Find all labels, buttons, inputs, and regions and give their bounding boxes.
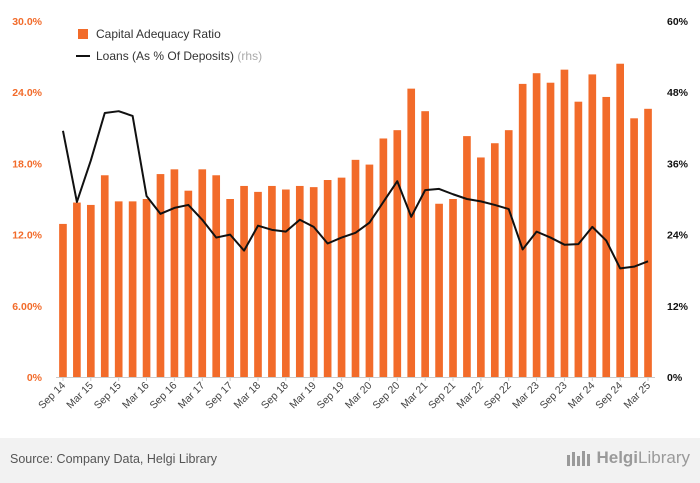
bar-22 (351, 159, 360, 377)
bar-35 (532, 73, 541, 378)
y-right-tick-label: 24% (667, 230, 689, 242)
bar-29 (449, 199, 457, 377)
brand-logo: HelgiLibrary (566, 448, 690, 468)
library-icon (567, 451, 591, 466)
footer: Source: Company Data, Helgi Library Helg… (0, 438, 700, 483)
legend-line-name: Loans (As % Of Deposits) (96, 49, 234, 63)
legend: Capital Adequacy Ratio Loans (As % Of De… (76, 27, 262, 63)
loans-line (61, 110, 649, 270)
y-left-tick-label: 6.00% (12, 301, 42, 313)
bar-8 (156, 174, 165, 377)
bar-3 (86, 204, 95, 377)
x-tick-label: Mar 15 (64, 380, 96, 412)
x-tick-label: Sep 24 (593, 380, 625, 412)
x-tick-label: Sep 15 (92, 380, 124, 412)
x-tick-label: Sep 16 (148, 380, 180, 412)
line-series (61, 110, 649, 270)
bar-10 (184, 190, 193, 377)
y-left-tick-label: 12.0% (12, 230, 42, 242)
x-tick-label: Mar 24 (566, 380, 598, 412)
bar-41 (616, 63, 624, 377)
y-right-tick-label: 0% (667, 372, 683, 384)
bar-13 (226, 199, 234, 377)
bar-7 (142, 199, 151, 377)
bar-2 (73, 202, 81, 377)
x-tick-label: Sep 22 (482, 380, 514, 412)
brand-bold: Helgi (596, 448, 639, 467)
legend-line-note: (rhs) (237, 49, 262, 63)
x-tick-label: Sep 20 (370, 380, 402, 412)
bar-38 (574, 101, 583, 377)
y-right-tick-label: 36% (667, 158, 689, 170)
x-tick-label: Mar 21 (399, 380, 431, 412)
bar-43 (644, 108, 652, 377)
bar-24 (379, 138, 388, 377)
x-tick-label: Sep 23 (538, 380, 570, 412)
bar-36 (546, 82, 555, 378)
x-tick-label: Mar 25 (622, 380, 654, 412)
x-tick-label: Mar 18 (232, 380, 264, 412)
bar-11 (198, 169, 207, 377)
x-tick-label: Mar 23 (510, 380, 542, 412)
legend-label-line: Loans (As % Of Deposits) (rhs) (96, 49, 262, 63)
bar-40 (602, 96, 611, 377)
x-tick-label: Mar 22 (454, 380, 486, 412)
x-tick-label: Mar 16 (120, 380, 152, 412)
bar-15 (254, 191, 262, 377)
legend-swatch-bar (78, 29, 88, 39)
brand-rest: Library (638, 448, 690, 467)
bar-4 (100, 175, 109, 377)
bar-33 (504, 130, 513, 377)
bar-19 (309, 187, 318, 377)
axes: 0% 6.00% 12.0% 18.0% 24.0% 30.0% 0% 12% 24% 36% 48… (12, 16, 688, 412)
y-left-tick-label: 0% (27, 372, 43, 384)
bar-series (59, 63, 652, 378)
bar-34 (518, 83, 527, 377)
bar-1 (59, 223, 67, 377)
source-note: Source: Company Data, Helgi Library (10, 452, 218, 466)
bar-20 (323, 180, 332, 377)
bar-30 (463, 136, 471, 377)
bar-9 (170, 169, 179, 377)
y-left-tick-label: 18.0% (12, 158, 42, 170)
x-tick-label: Mar 19 (287, 380, 319, 412)
bar-12 (212, 175, 221, 377)
bar-42 (630, 118, 638, 377)
bar-5 (114, 201, 123, 377)
bar-23 (365, 164, 374, 377)
bar-39 (588, 74, 597, 378)
chart: 0% 6.00% 12.0% 18.0% 24.0% 30.0% 0% 12% 24% 36% 48… (12, 16, 688, 412)
bar-14 (240, 185, 248, 377)
y-right-tick-label: 60% (667, 16, 689, 28)
bar-27 (421, 111, 429, 377)
bar-31 (477, 157, 485, 377)
y-right-tick-label: 12% (667, 301, 689, 313)
bar-28 (435, 203, 443, 377)
bar-18 (295, 185, 304, 377)
brand-name: HelgiLibrary (596, 448, 690, 468)
y-left-tick-label: 30.0% (12, 16, 42, 28)
y-left-tick-label: 24.0% (12, 87, 42, 99)
bar-37 (560, 69, 569, 378)
bar-6 (128, 201, 137, 377)
x-tick-label: Sep 17 (203, 380, 235, 412)
bar-16 (268, 185, 276, 377)
x-tick-label: Sep 18 (259, 380, 291, 412)
x-tick-label: Mar 20 (343, 380, 375, 412)
y-right-tick-label: 48% (667, 87, 689, 99)
x-tick-label: Mar 17 (176, 380, 208, 412)
x-tick-label: Sep 21 (426, 380, 458, 412)
bar-32 (490, 143, 499, 377)
x-tick-label: Sep 14 (36, 380, 68, 412)
bar-17 (282, 189, 290, 377)
bar-25 (393, 130, 402, 377)
x-tick-label: Sep 19 (315, 380, 347, 412)
bar-26 (407, 88, 416, 377)
legend-label-bar: Capital Adequacy Ratio (96, 27, 221, 41)
bar-21 (337, 177, 346, 377)
